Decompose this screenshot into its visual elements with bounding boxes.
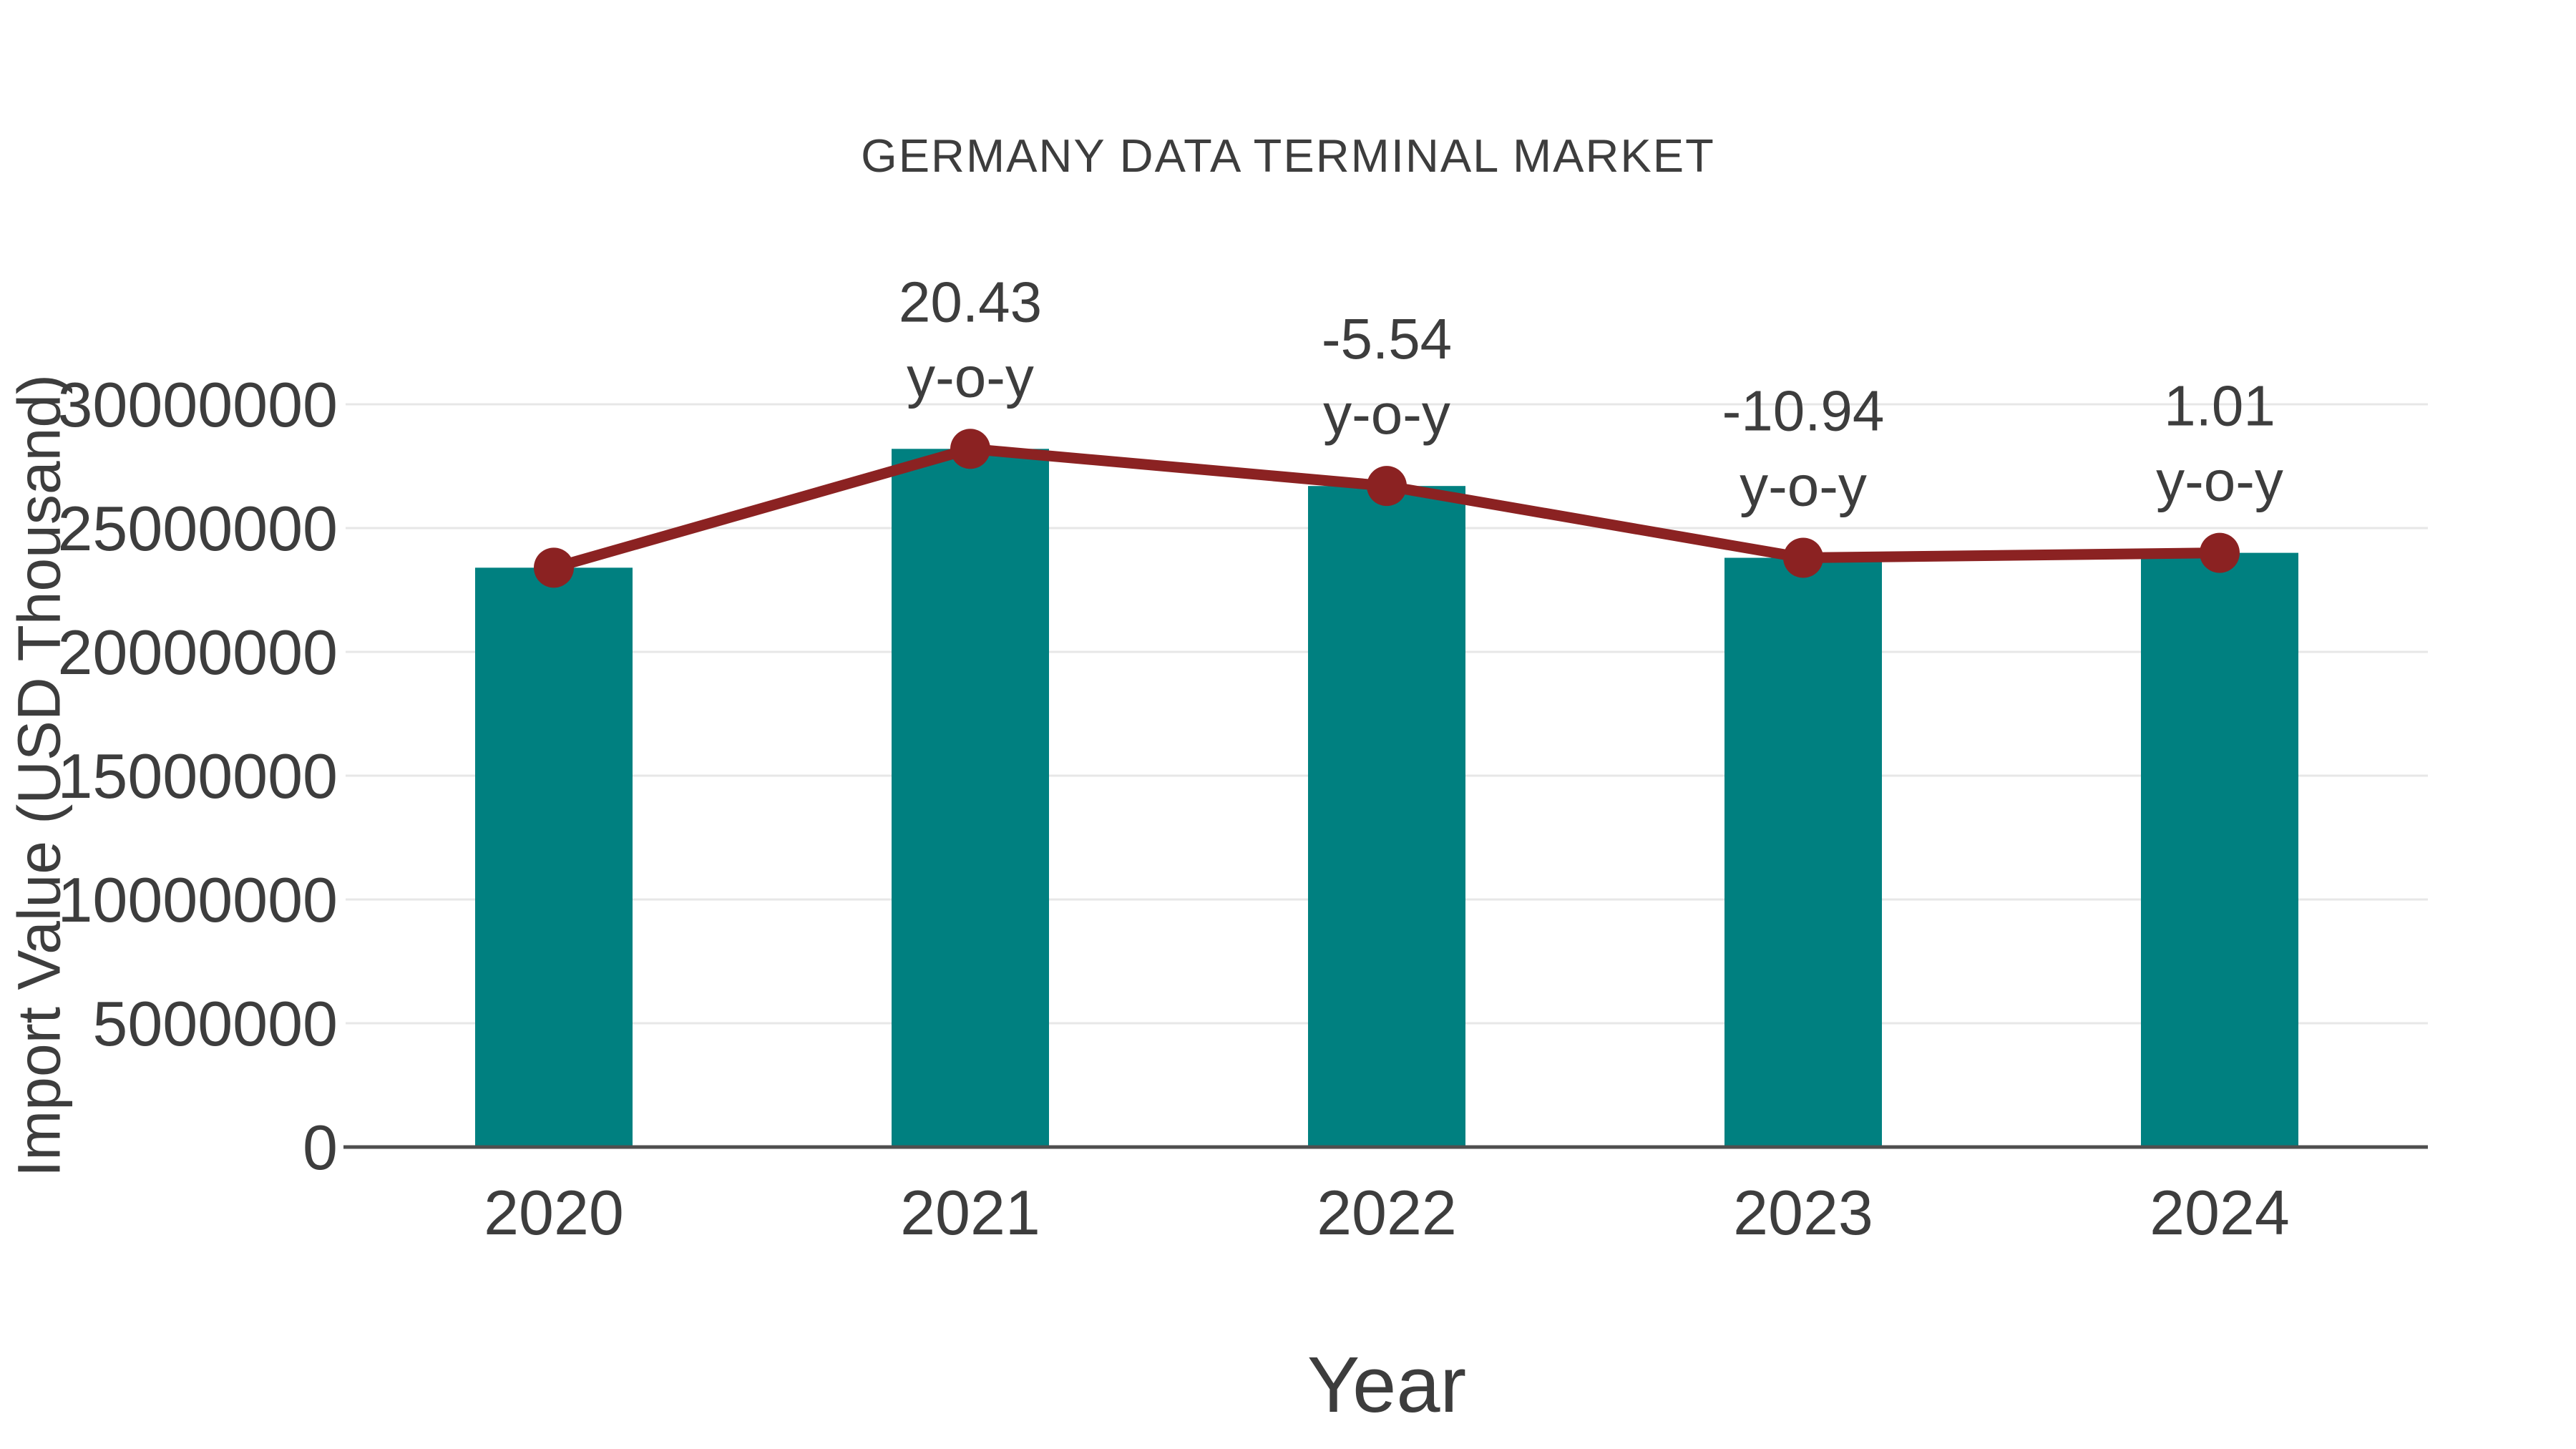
trend-marker-2022 <box>1367 466 1407 507</box>
y-tick-label: 15000000 <box>57 741 338 811</box>
annotation-value-2024: 1.01 <box>2164 374 2275 438</box>
x-tick-label-2020: 2020 <box>484 1177 624 1248</box>
bar-2021 <box>892 449 1049 1147</box>
annotation-yoy-2024: y-o-y <box>2156 449 2283 513</box>
annotation-yoy-2023: y-o-y <box>1740 454 1867 518</box>
bar-2024 <box>2141 552 2298 1147</box>
annotation-yoy-2021: y-o-y <box>907 345 1034 409</box>
y-tick-label: 5000000 <box>92 988 338 1059</box>
annotation-yoy-2022: y-o-y <box>1323 382 1450 446</box>
annotation-value-2022: -5.54 <box>1322 307 1452 371</box>
annotation-value-2021: 20.43 <box>899 270 1042 333</box>
x-axis-title: Year <box>1307 1341 1467 1429</box>
x-tick-label-2023: 2023 <box>1733 1177 1873 1248</box>
y-tick-label: 10000000 <box>57 864 338 935</box>
y-tick-label: 20000000 <box>57 617 338 688</box>
y-tick-label: 25000000 <box>57 493 338 564</box>
y-tick-label: 0 <box>303 1112 338 1183</box>
bar-2022 <box>1308 486 1465 1147</box>
trend-marker-2021 <box>950 429 990 469</box>
chart-title: GERMANY DATA TERMINAL MARKET <box>861 130 1715 182</box>
x-tick-label-2021: 2021 <box>900 1177 1040 1248</box>
trend-marker-2023 <box>1783 537 1823 578</box>
bar-2020 <box>475 567 633 1147</box>
bar-2023 <box>1724 557 1882 1147</box>
trend-marker-2020 <box>534 547 574 588</box>
y-axis-title: Import Value (USD Thousand) <box>5 374 73 1178</box>
trend-marker-2024 <box>2200 532 2240 573</box>
x-tick-label-2024: 2024 <box>2150 1177 2290 1248</box>
x-tick-label-2022: 2022 <box>1317 1177 1457 1248</box>
annotation-value-2023: -10.94 <box>1722 379 1885 443</box>
y-tick-label: 30000000 <box>57 369 338 440</box>
